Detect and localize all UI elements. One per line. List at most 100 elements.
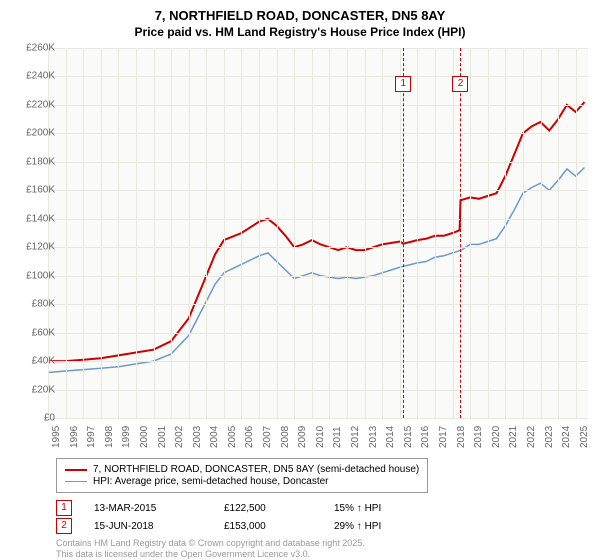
plot-area: 12 — [48, 48, 588, 418]
x-tick-label: 2010 — [315, 426, 326, 448]
gridline-v — [224, 48, 225, 418]
x-tick-label: 1995 — [51, 426, 62, 448]
gridline-v — [365, 48, 366, 418]
legend-label: 7, NORTHFIELD ROAD, DONCASTER, DN5 8AY (… — [93, 464, 419, 475]
y-tick-label: £240K — [26, 71, 55, 82]
x-tick-label: 2005 — [227, 426, 238, 448]
gridline-v — [277, 48, 278, 418]
gridline-h — [48, 390, 588, 391]
line-layer — [48, 48, 588, 418]
x-tick-label: 1996 — [69, 426, 80, 448]
x-tick-label: 2016 — [420, 426, 431, 448]
gridline-v — [400, 48, 401, 418]
x-tick-label: 1997 — [86, 426, 97, 448]
transaction-date: 15-JUN-2018 — [94, 521, 224, 532]
gridline-h — [48, 48, 588, 49]
x-tick-label: 2003 — [192, 426, 203, 448]
x-tick-label: 2021 — [508, 426, 519, 448]
legend-box: 7, NORTHFIELD ROAD, DONCASTER, DN5 8AY (… — [56, 458, 428, 493]
gridline-v — [83, 48, 84, 418]
y-tick-label: £220K — [26, 99, 55, 110]
gridline-v — [189, 48, 190, 418]
y-tick-label: £180K — [26, 156, 55, 167]
transaction-marker: 1 — [56, 500, 72, 516]
transaction-delta: 15% ↑ HPI — [334, 503, 381, 514]
gridline-v — [154, 48, 155, 418]
gridline-v — [241, 48, 242, 418]
x-tick-label: 2023 — [544, 426, 555, 448]
gridline-v — [523, 48, 524, 418]
gridline-v — [541, 48, 542, 418]
y-tick-label: £160K — [26, 185, 55, 196]
gridline-v — [206, 48, 207, 418]
transaction-delta: 29% ↑ HPI — [334, 521, 381, 532]
gridline-v — [329, 48, 330, 418]
footer-line-2: This data is licensed under the Open Gov… — [56, 549, 365, 560]
x-tick-label: 2012 — [350, 426, 361, 448]
x-tick-label: 1999 — [121, 426, 132, 448]
gridline-h — [48, 333, 588, 334]
gridline-h — [48, 304, 588, 305]
series-price_paid — [48, 102, 585, 361]
x-tick-label: 2002 — [174, 426, 185, 448]
chart-title-1: 7, NORTHFIELD ROAD, DONCASTER, DN5 8AY — [0, 0, 600, 25]
gridline-v — [382, 48, 383, 418]
gridline-h — [48, 162, 588, 163]
gridline-v — [66, 48, 67, 418]
marker-line-1 — [403, 48, 404, 418]
y-tick-label: £20K — [32, 384, 55, 395]
footer-attribution: Contains HM Land Registry data © Crown c… — [56, 538, 365, 560]
legend-swatch — [65, 481, 87, 483]
marker-box-1: 1 — [395, 76, 411, 92]
gridline-v — [171, 48, 172, 418]
y-tick-label: £200K — [26, 128, 55, 139]
gridline-v — [505, 48, 506, 418]
x-tick-label: 2015 — [403, 426, 414, 448]
gridline-h — [48, 219, 588, 220]
x-tick-label: 2000 — [139, 426, 150, 448]
x-tick-label: 2011 — [332, 426, 343, 448]
gridline-v — [576, 48, 577, 418]
gridline-h — [48, 105, 588, 106]
gridline-v — [118, 48, 119, 418]
transaction-price: £122,500 — [224, 503, 334, 514]
gridline-v — [294, 48, 295, 418]
y-tick-label: £100K — [26, 270, 55, 281]
series-hpi — [48, 168, 585, 373]
x-tick-label: 2013 — [368, 426, 379, 448]
transactions-table: 113-MAR-2015£122,50015% ↑ HPI215-JUN-201… — [56, 498, 381, 536]
x-tick-label: 2007 — [262, 426, 273, 448]
x-tick-label: 2020 — [491, 426, 502, 448]
y-tick-label: £140K — [26, 213, 55, 224]
x-tick-label: 2009 — [297, 426, 308, 448]
legend-swatch — [65, 469, 87, 471]
transaction-marker: 2 — [56, 518, 72, 534]
y-tick-label: £120K — [26, 242, 55, 253]
y-tick-label: £60K — [32, 327, 55, 338]
y-tick-label: £80K — [32, 299, 55, 310]
x-tick-label: 1998 — [104, 426, 115, 448]
gridline-v — [417, 48, 418, 418]
x-tick-label: 2017 — [438, 426, 449, 448]
x-tick-label: 2019 — [473, 426, 484, 448]
gridline-v — [312, 48, 313, 418]
gridline-v — [435, 48, 436, 418]
gridline-h — [48, 276, 588, 277]
legend-label: HPI: Average price, semi-detached house,… — [93, 476, 329, 487]
y-tick-label: £260K — [26, 43, 55, 54]
gridline-h — [48, 361, 588, 362]
y-tick-label: £40K — [32, 356, 55, 367]
x-tick-label: 2001 — [157, 426, 168, 448]
gridline-h — [48, 76, 588, 77]
gridline-v — [453, 48, 454, 418]
gridline-v — [470, 48, 471, 418]
chart-title-2: Price paid vs. HM Land Registry's House … — [0, 25, 600, 43]
gridline-v — [558, 48, 559, 418]
transaction-row: 113-MAR-2015£122,50015% ↑ HPI — [56, 500, 381, 516]
transaction-price: £153,000 — [224, 521, 334, 532]
footer-line-1: Contains HM Land Registry data © Crown c… — [56, 538, 365, 549]
x-tick-label: 2004 — [209, 426, 220, 448]
x-tick-label: 2022 — [526, 426, 537, 448]
chart-container: 7, NORTHFIELD ROAD, DONCASTER, DN5 8AY P… — [0, 0, 600, 560]
x-tick-label: 2025 — [579, 426, 590, 448]
